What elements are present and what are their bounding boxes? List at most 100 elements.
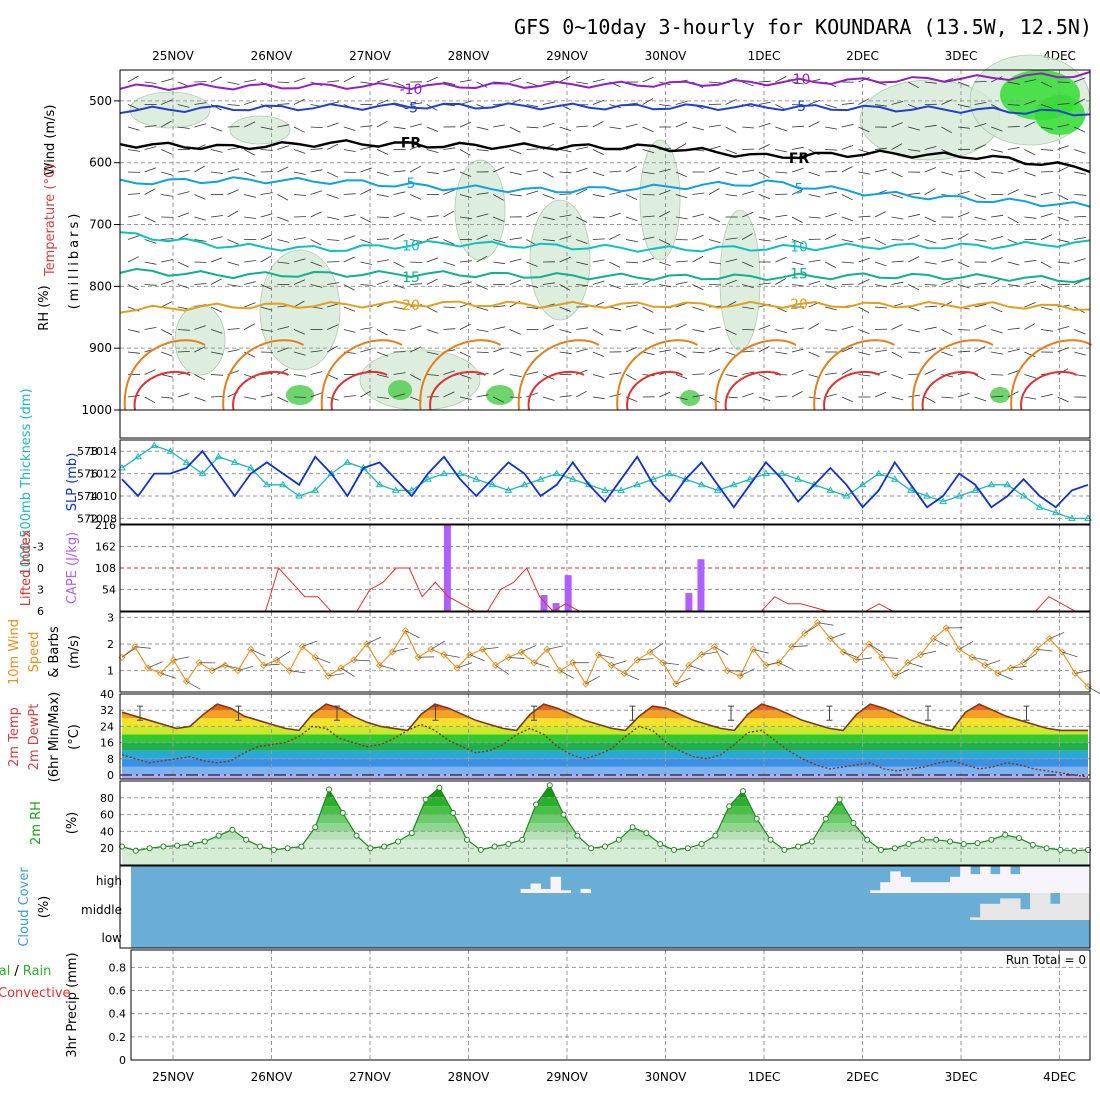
wind-barb [576,216,588,223]
wind-barb [227,147,240,150]
wind-barb [177,81,190,87]
wind-barb [327,122,339,128]
wind-barb [260,394,273,398]
thickness-point [1019,492,1028,499]
rh2m-point [546,782,553,789]
wind-barb [277,166,289,173]
wind10m-ticks: 1 2 3 [107,611,114,677]
temp2m-ylabel-3: (6hr Min/Max) [47,692,62,782]
wind10m-barb [1036,648,1053,652]
wind-barb [924,216,936,223]
boundary-contour-red [921,370,979,411]
wind10m-point [414,653,422,661]
wind-barb [725,171,738,176]
wind-barb [874,168,887,173]
wind-barb [260,329,273,332]
wind10m-point [1007,664,1015,672]
rh2m-point [574,832,581,839]
wind-barb [426,329,439,334]
wind-barb [692,256,704,263]
thickness-tick: 578 [77,445,98,458]
temp2m-ylabel-1: 2m Temp [7,707,22,767]
wind-barb [625,123,638,128]
wind-barb [293,171,306,175]
wind10m-barb [302,640,318,648]
wind-barb [542,171,554,178]
wind-barb [144,125,157,128]
wind10m-point [247,645,255,653]
wind-barb [393,284,406,289]
wind-barb [210,76,223,83]
wind-barb [410,325,422,330]
rh2m-point [1057,846,1064,853]
rh2m-point [629,824,636,831]
wind-barb [144,261,157,265]
wind-barb [327,216,339,220]
wind10m-barb [340,667,355,677]
wind10m-barb [765,660,782,666]
wind-barb [526,126,539,129]
wind-barb [891,216,904,220]
thickness-point [150,441,159,449]
wind10m-barb [997,672,1013,680]
wind-barb [410,165,421,173]
wind-barb [841,325,854,330]
wind-barb [825,329,838,332]
rh2m-point [809,838,815,845]
wind-barb [874,147,887,150]
pressure-tick-label: 1000 [81,403,112,417]
wind-barb [1024,216,1037,219]
top-date-axis: 25NOV 26NOV 27NOV 28NOV 29NOV 30NOV 1DEC 2DEC 3D… [152,49,1076,63]
wind-barb [459,149,471,156]
wind10m-point [904,659,912,667]
wind-barb [791,348,804,353]
cloud-middle-block [980,903,991,920]
wind-barb [542,324,555,330]
wind-barb [194,123,207,128]
wind-barb [293,329,306,335]
wind10m-point [543,645,551,653]
wind-barb [260,373,273,375]
wind10m-barb [134,646,151,649]
wind-barb [542,216,555,221]
precip-ylabel-units: 3hr Precip (mm) [65,952,80,1057]
wind-barb [393,261,405,268]
rh2m-point [657,841,664,847]
wind-barb [459,374,472,379]
rh-low-area [486,385,514,405]
wind-barb [194,325,206,330]
wind-barb [1057,261,1070,264]
wind-barb [161,149,173,155]
wind-barb [177,329,190,331]
wind-barb [642,76,654,83]
wind-barb [791,391,803,398]
wind-barb [775,149,788,153]
rh2m-point [188,841,194,847]
wind-barb [426,236,439,240]
wind-barb [825,149,838,151]
wind-barb [393,212,406,218]
wind-barb [725,149,737,155]
cloud-middle-block [1060,893,1071,920]
pressure-tick-label: 800 [89,279,112,293]
wind-barb [791,369,804,375]
wind10m-point [182,677,191,685]
wind10m-barb [559,670,575,679]
wind-barb [1024,281,1037,285]
wind-barb [227,239,239,245]
wind-barb [891,374,903,380]
wind10m-barb [856,657,873,661]
rh2m-point [533,801,539,808]
rh2m-point [215,832,222,839]
wind-barb [957,261,970,268]
wind-barb [161,238,174,240]
wind-barb [1007,370,1020,375]
wind-barb [592,374,605,378]
wind-barb [725,279,737,285]
wind-barb [642,126,654,133]
wind-barb [310,284,323,288]
wind10m-point [234,667,242,675]
wind10m-barb [237,665,254,672]
wind-barb [144,167,156,173]
precip-label-slash: / [14,964,19,979]
